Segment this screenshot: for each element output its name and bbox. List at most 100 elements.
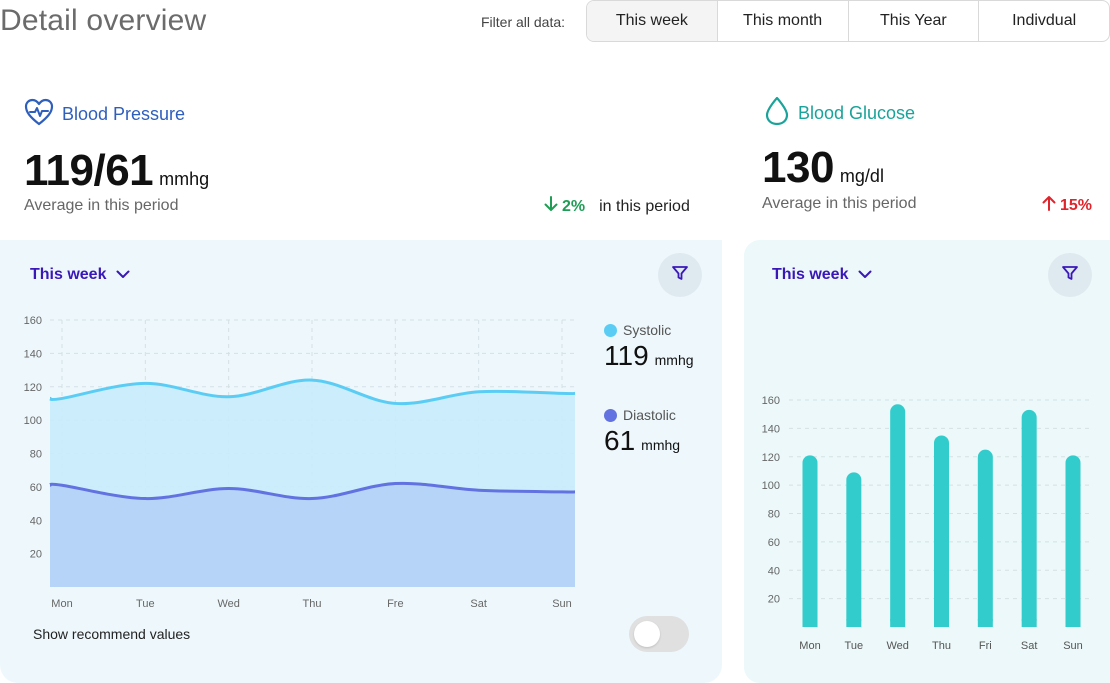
legend-systolic-label: Systolic — [623, 322, 672, 338]
bg-filter-button[interactable] — [1048, 253, 1092, 297]
funnel-icon — [1061, 264, 1079, 287]
systolic-line — [48, 378, 576, 406]
y-tick-label: 120 — [762, 452, 780, 464]
filter-this-year-button[interactable]: This Year — [849, 1, 980, 41]
chevron-down-icon — [858, 266, 872, 284]
filter-this-week-button[interactable]: This week — [587, 1, 718, 41]
blood-glucose-avg-label: Average in this period — [762, 195, 917, 212]
x-tick-label: Fri — [979, 640, 992, 652]
x-tick-label: Tue — [136, 598, 155, 610]
y-tick-label: 80 — [768, 509, 780, 521]
x-tick-label: Wed — [217, 598, 239, 610]
x-tick-label: Sat — [470, 598, 487, 610]
blood-glucose-number: 130 — [762, 143, 834, 192]
glucose-bar — [890, 404, 906, 627]
legend-diastolic-label: Diastolic — [623, 407, 676, 423]
x-tick-label: Thu — [303, 598, 322, 610]
filter-this-month-button[interactable]: This month — [718, 1, 849, 41]
x-tick-label: Tue — [845, 640, 864, 652]
page-title: Detail overview — [0, 4, 207, 37]
y-tick-label: 140 — [24, 348, 42, 360]
blood-pressure-unit: mmhg — [159, 169, 210, 189]
blood-glucose-title: Blood Glucose — [798, 103, 916, 123]
x-tick-label: Sun — [552, 598, 572, 610]
glucose-bar — [934, 435, 949, 627]
legend-systolic: Systolic — [604, 322, 671, 338]
bp-period-selector[interactable]: This week — [30, 266, 130, 284]
glucose-bar — [1065, 455, 1081, 627]
toggle-knob — [634, 621, 660, 647]
x-tick-label: Fre — [387, 598, 404, 610]
funnel-icon — [671, 264, 689, 287]
blood-pressure-chart: 20 40 60 80 100 120 140 160 Mon Tue Wed Thu Fre Sat Su… — [24, 315, 576, 610]
y-tick-label: 100 — [762, 480, 780, 492]
recommend-toggle[interactable] — [629, 616, 689, 652]
diastolic-value: 61 — [604, 425, 636, 456]
glucose-bar-base — [846, 619, 862, 627]
blood-glucose-header: Blood Glucose — [764, 96, 915, 131]
bp-filter-button[interactable] — [658, 253, 702, 297]
glucose-bar-base — [1021, 619, 1037, 627]
bg-period-selector[interactable]: This week — [772, 266, 872, 284]
y-tick-label: 40 — [768, 565, 780, 577]
blood-pressure-number: 119/61 — [24, 146, 154, 195]
x-tick-label: Thu — [932, 640, 951, 652]
blood-pressure-header: Blood Pressure — [24, 98, 185, 131]
x-tick-label: Mon — [799, 640, 820, 652]
y-tick-label: 60 — [30, 482, 42, 494]
blood-pressure-value: 119/61 mmhg — [24, 146, 209, 196]
x-tick-label: Wed — [886, 640, 908, 652]
glucose-bar-base — [890, 619, 906, 627]
blood-glucose-change-pct: 15% — [1060, 196, 1093, 214]
x-tick-label: Mon — [51, 598, 72, 610]
blood-glucose-chart: 20 40 60 80 100 120 140 160 Mon Tue Wed Thu Fri Sat Su… — [762, 395, 1092, 652]
blood-glucose-change: 15% — [1042, 195, 1092, 216]
blood-pressure-change: 2% in this period — [544, 196, 690, 217]
arrow-down-icon — [544, 196, 558, 217]
blood-pressure-change-pct: 2% — [562, 197, 586, 215]
blood-glucose-unit: mg/dl — [839, 166, 884, 186]
y-tick-label: 20 — [30, 549, 42, 561]
arrow-up-icon — [1042, 195, 1056, 216]
glucose-bar-base — [977, 619, 993, 627]
bp-period-label: This week — [30, 266, 107, 283]
y-tick-label: 160 — [24, 315, 42, 327]
diastolic-dot — [604, 408, 617, 422]
glucose-bar-base — [934, 619, 949, 627]
systolic-dot — [604, 323, 617, 337]
water-drop-icon — [764, 96, 790, 131]
diastolic-line — [48, 481, 576, 501]
diastolic-area — [50, 483, 575, 587]
x-tick-label: Sun — [1063, 640, 1083, 652]
y-tick-label: 60 — [768, 537, 780, 549]
glucose-bar-base — [802, 619, 818, 627]
y-tick-label: 40 — [30, 515, 42, 527]
glucose-bar — [977, 449, 993, 627]
blood-pressure-avg-label: Average in this period — [24, 197, 179, 214]
y-tick-label: 100 — [24, 415, 42, 427]
systolic-unit: mmhg — [654, 352, 694, 368]
blood-pressure-change-suffix: in this period — [599, 197, 690, 215]
filter-label: Filter all data: — [481, 14, 566, 30]
systolic-value: 119 — [604, 340, 649, 371]
chevron-down-icon — [116, 266, 130, 284]
legend-systolic-value: 119 mmhg — [604, 340, 694, 372]
glucose-bar-base — [1065, 619, 1081, 627]
legend-diastolic: Diastolic — [604, 407, 676, 423]
heart-pulse-icon — [24, 98, 54, 131]
x-tick-label: Sat — [1021, 640, 1038, 652]
glucose-bar — [846, 472, 862, 627]
glucose-bar — [802, 455, 818, 627]
y-tick-label: 20 — [768, 594, 780, 606]
filter-individual-button[interactable]: Indivdual — [1012, 12, 1077, 29]
y-tick-label: 140 — [762, 423, 780, 435]
bg-period-label: This week — [772, 266, 849, 283]
blood-glucose-value: 130 mg/dl — [762, 143, 884, 193]
diastolic-unit: mmhg — [641, 437, 681, 453]
show-recommend-label: Show recommend values — [33, 626, 191, 642]
y-tick-label: 80 — [30, 449, 42, 461]
y-tick-label: 120 — [24, 382, 42, 394]
blood-pressure-title: Blood Pressure — [62, 104, 186, 124]
legend-diastolic-value: 61 mmhg — [604, 425, 680, 457]
